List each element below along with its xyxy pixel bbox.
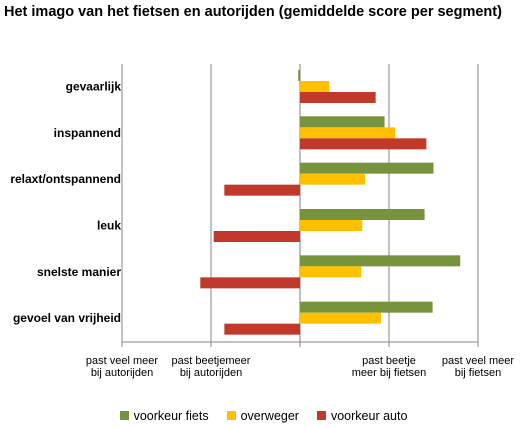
bars — [200, 70, 461, 335]
category-label: inspannend — [54, 126, 121, 140]
legend-label: voorkeur auto — [330, 409, 408, 423]
bar-chart: gevaarlijk inspannend relaxt/ontspannend le… — [10, 64, 514, 380]
legend-item-voorkeur-fiets: voorkeur fiets — [119, 409, 209, 423]
bar-snelste-manier-voorkeur-auto — [200, 277, 300, 289]
bar-gevoel-van-vrijheid-voorkeur-auto — [224, 323, 300, 335]
legend-item-overweger: overweger — [226, 409, 299, 423]
category-label: leuk — [97, 219, 121, 233]
x-tick-label: past veel meer — [442, 355, 514, 367]
bar-gevaarlijk-voorkeur-auto — [300, 92, 376, 103]
category-label: relaxt/ontspannend — [10, 172, 121, 186]
legend-swatch — [119, 411, 129, 420]
bar-leuk-voorkeur-auto — [213, 231, 300, 242]
bar-gevaarlijk-voorkeur-fiets — [298, 70, 300, 81]
x-tick-label: bij autorijden — [180, 367, 242, 379]
bar-relaxt-ontspannend-voorkeur-fiets — [300, 162, 434, 174]
legend-label: voorkeur fiets — [133, 409, 209, 423]
bar-gevaarlijk-overweger — [300, 81, 330, 92]
x-tick-label: bij autorijden — [91, 367, 153, 379]
axes — [121, 341, 479, 347]
chart-title: Het imago van het fietsen en autorijden … — [4, 4, 502, 20]
legend-swatch — [226, 411, 236, 420]
bar-gevoel-van-vrijheid-overweger — [300, 312, 381, 324]
x-tick-label: past veel meer — [86, 355, 158, 367]
bar-inspannend-overweger — [300, 127, 396, 139]
x-tick-label: past beetje — [362, 355, 416, 367]
category-label: snelste manier — [37, 265, 121, 279]
bar-leuk-overweger — [300, 220, 363, 231]
x-tick-label: past beetjemeer — [172, 355, 251, 367]
bar-inspannend-voorkeur-fiets — [300, 116, 385, 128]
gridlines — [121, 64, 479, 342]
x-tick-label: meer bij fietsen — [352, 367, 427, 379]
bar-inspannend-voorkeur-auto — [300, 138, 427, 150]
bar-leuk-voorkeur-fiets — [300, 209, 425, 220]
bar-gevoel-van-vrijheid-voorkeur-fiets — [300, 301, 433, 313]
labels: gevaarlijk inspannend relaxt/ontspannend le… — [10, 80, 514, 380]
bar-relaxt-ontspannend-voorkeur-auto — [224, 184, 300, 196]
legend-label: overweger — [240, 409, 299, 423]
category-label: gevaarlijk — [66, 80, 122, 94]
bar-relaxt-ontspannend-overweger — [300, 173, 365, 185]
x-tick-label: bij fietsen — [455, 367, 501, 379]
bar-snelste-manier-voorkeur-fiets — [300, 255, 461, 267]
legend-item-voorkeur-auto: voorkeur auto — [316, 409, 408, 423]
legend-swatch — [316, 411, 326, 420]
bar-snelste-manier-overweger — [300, 266, 362, 278]
legend: voorkeur fiets overweger voorkeur auto — [0, 409, 527, 423]
category-label: gevoel van vrijheid — [13, 311, 121, 325]
